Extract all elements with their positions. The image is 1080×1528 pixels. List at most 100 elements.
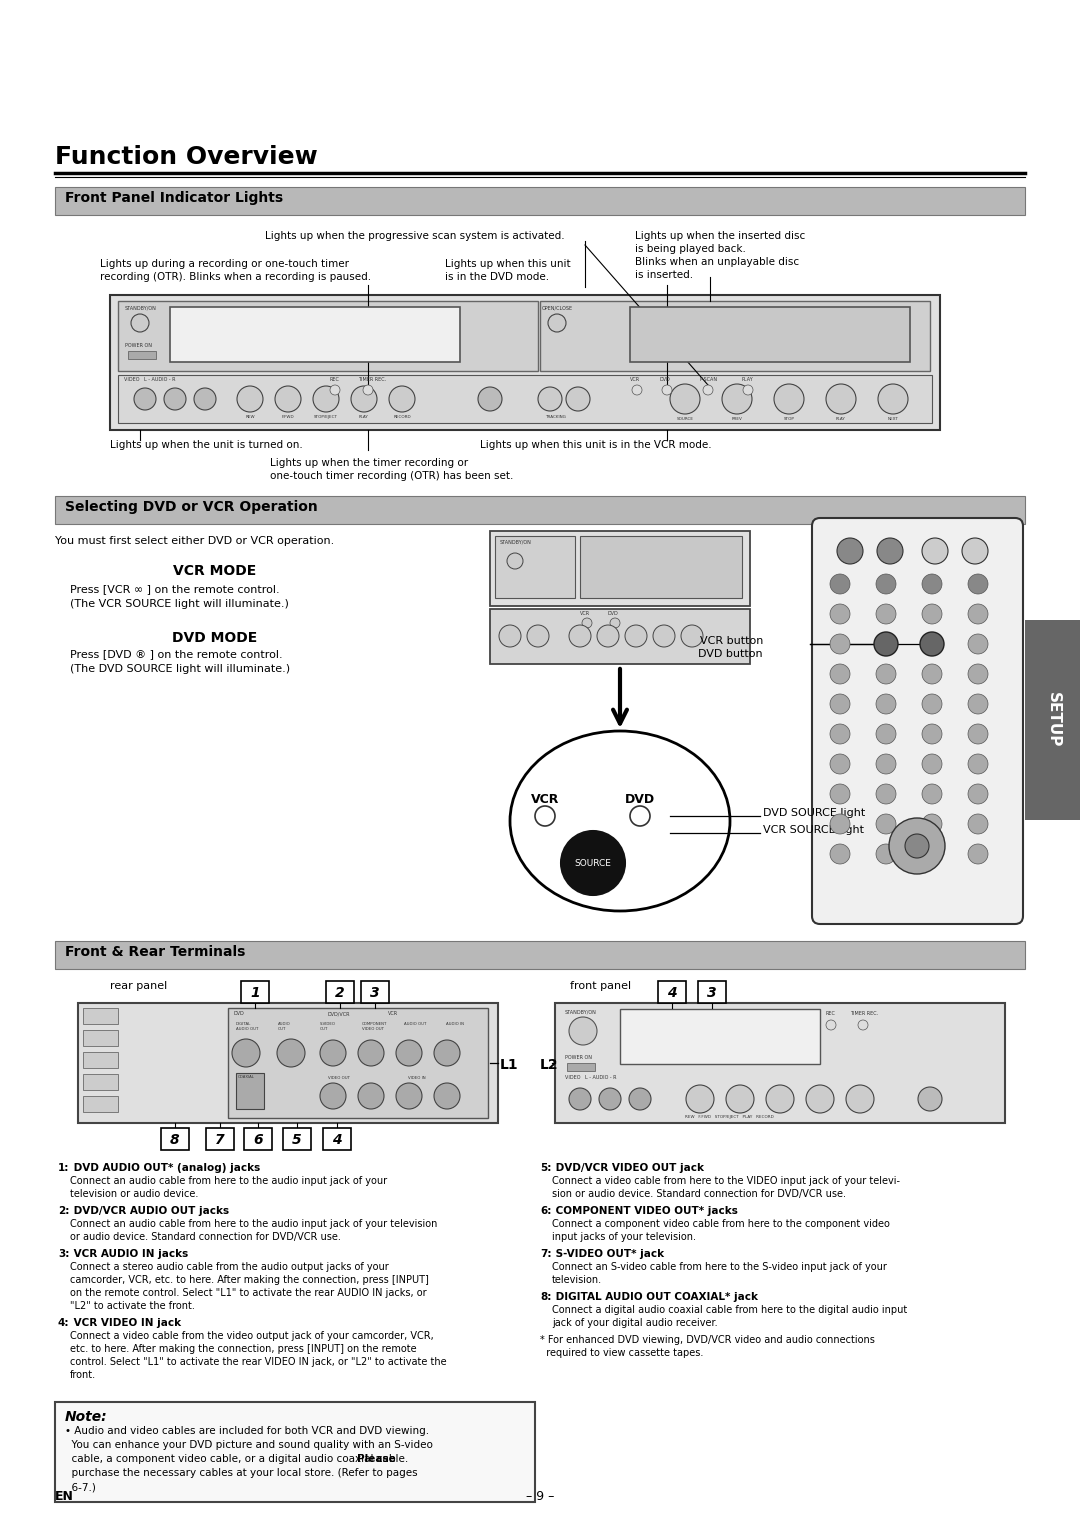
Circle shape — [569, 1088, 591, 1109]
Text: P-SCAN: P-SCAN — [700, 377, 718, 382]
Text: 2: 2 — [335, 986, 345, 999]
Circle shape — [922, 814, 942, 834]
Circle shape — [826, 384, 856, 414]
Bar — [55, 497, 1025, 524]
Circle shape — [876, 814, 896, 834]
Text: (The VCR SOURCE light will illuminate.): (The VCR SOURCE light will illuminate.) — [70, 599, 288, 610]
Bar — [658, 981, 686, 1002]
Text: AUDIO OUT: AUDIO OUT — [404, 1022, 427, 1025]
Text: purchase the necessary cables at your local store. (Refer to pages: purchase the necessary cables at your lo… — [65, 1468, 418, 1478]
Text: REC: REC — [330, 377, 340, 382]
Circle shape — [276, 1039, 305, 1067]
Circle shape — [922, 724, 942, 744]
Circle shape — [876, 784, 896, 804]
Text: PLAY: PLAY — [742, 377, 754, 382]
Text: S-VIDEO OUT* jack: S-VIDEO OUT* jack — [552, 1248, 664, 1259]
FancyBboxPatch shape — [812, 518, 1023, 924]
Bar — [580, 536, 742, 597]
Circle shape — [726, 1085, 754, 1112]
Circle shape — [968, 665, 988, 685]
Circle shape — [766, 1085, 794, 1112]
Text: DVD/VCR AUDIO OUT jacks: DVD/VCR AUDIO OUT jacks — [69, 1206, 229, 1216]
Text: 8: 8 — [171, 1132, 179, 1148]
Text: OPEN/CLOSE: OPEN/CLOSE — [542, 306, 573, 310]
Text: 2:: 2: — [58, 1206, 69, 1216]
Text: one-touch timer recording (OTR) has been set.: one-touch timer recording (OTR) has been… — [270, 471, 513, 481]
Text: DIGITAL
AUDIO OUT: DIGITAL AUDIO OUT — [237, 1022, 258, 1030]
Circle shape — [831, 784, 850, 804]
Circle shape — [968, 843, 988, 863]
Text: F.FWD: F.FWD — [282, 416, 295, 419]
Circle shape — [968, 724, 988, 744]
Circle shape — [922, 604, 942, 623]
Circle shape — [582, 617, 592, 628]
Text: VCR VIDEO IN jack: VCR VIDEO IN jack — [69, 1319, 180, 1328]
Circle shape — [831, 814, 850, 834]
Circle shape — [351, 387, 377, 413]
Text: television or audio device.: television or audio device. — [70, 1189, 199, 1199]
Circle shape — [434, 1041, 460, 1067]
Circle shape — [630, 805, 650, 827]
Text: 7: 7 — [215, 1132, 225, 1148]
Bar — [490, 532, 750, 607]
Circle shape — [330, 385, 340, 396]
Circle shape — [396, 1083, 422, 1109]
Circle shape — [846, 1085, 874, 1112]
Circle shape — [876, 604, 896, 623]
Text: TIMER REC.: TIMER REC. — [850, 1012, 878, 1016]
Circle shape — [320, 1041, 346, 1067]
Text: 3:: 3: — [58, 1248, 69, 1259]
Circle shape — [561, 831, 625, 895]
Circle shape — [831, 843, 850, 863]
Bar — [323, 1128, 351, 1151]
Text: Connect a video cable from the video output jack of your camcorder, VCR,: Connect a video cable from the video out… — [70, 1331, 434, 1342]
Ellipse shape — [510, 730, 730, 911]
Text: 6-7.): 6-7.) — [65, 1482, 96, 1491]
Bar — [206, 1128, 234, 1151]
Circle shape — [922, 665, 942, 685]
Text: Press [DVD ® ] on the remote control.: Press [DVD ® ] on the remote control. — [70, 649, 283, 659]
Bar — [78, 1002, 498, 1123]
Text: rear panel: rear panel — [110, 981, 167, 992]
Circle shape — [876, 575, 896, 594]
Bar — [228, 1008, 488, 1118]
Bar — [620, 1008, 820, 1063]
Text: DVD: DVD — [233, 1012, 244, 1016]
Text: "L2" to activate the front.: "L2" to activate the front. — [70, 1300, 194, 1311]
Text: 3: 3 — [370, 986, 380, 999]
Text: S-VIDEO
OUT: S-VIDEO OUT — [320, 1022, 336, 1030]
Circle shape — [194, 388, 216, 410]
Bar — [326, 981, 354, 1002]
Text: DVD SOURCE light: DVD SOURCE light — [762, 808, 865, 817]
Bar — [83, 1074, 118, 1089]
Circle shape — [527, 625, 549, 646]
Text: Lights up during a recording or one-touch timer: Lights up during a recording or one-touc… — [100, 260, 349, 269]
Bar — [630, 307, 910, 362]
Text: Lights up when the progressive scan system is activated.: Lights up when the progressive scan syst… — [265, 231, 565, 241]
Text: VCR AUDIO IN jacks: VCR AUDIO IN jacks — [69, 1248, 188, 1259]
Circle shape — [876, 634, 896, 654]
Text: or audio device. Standard connection for DVD/VCR use.: or audio device. Standard connection for… — [70, 1232, 341, 1242]
Text: SOURCE: SOURCE — [575, 859, 611, 868]
Bar — [361, 981, 389, 1002]
Circle shape — [320, 1083, 346, 1109]
Text: DVD button: DVD button — [699, 649, 762, 659]
Circle shape — [922, 694, 942, 714]
Circle shape — [920, 633, 944, 656]
Circle shape — [968, 634, 988, 654]
Circle shape — [831, 634, 850, 654]
Circle shape — [548, 313, 566, 332]
Circle shape — [837, 538, 863, 564]
Circle shape — [876, 843, 896, 863]
Bar — [170, 307, 460, 362]
Text: Selecting DVD or VCR Operation: Selecting DVD or VCR Operation — [65, 500, 318, 513]
Text: sion or audio device. Standard connection for DVD/VCR use.: sion or audio device. Standard connectio… — [552, 1189, 846, 1199]
Text: SETUP: SETUP — [1045, 692, 1061, 747]
Text: Front Panel Indicator Lights: Front Panel Indicator Lights — [65, 191, 283, 205]
Text: Connect an audio cable from here to the audio input jack of your television: Connect an audio cable from here to the … — [70, 1219, 437, 1229]
Circle shape — [968, 814, 988, 834]
Text: VCR: VCR — [530, 793, 559, 805]
Circle shape — [569, 1018, 597, 1045]
Text: recording (OTR). Blinks when a recording is paused.: recording (OTR). Blinks when a recording… — [100, 272, 372, 283]
Circle shape — [686, 1085, 714, 1112]
